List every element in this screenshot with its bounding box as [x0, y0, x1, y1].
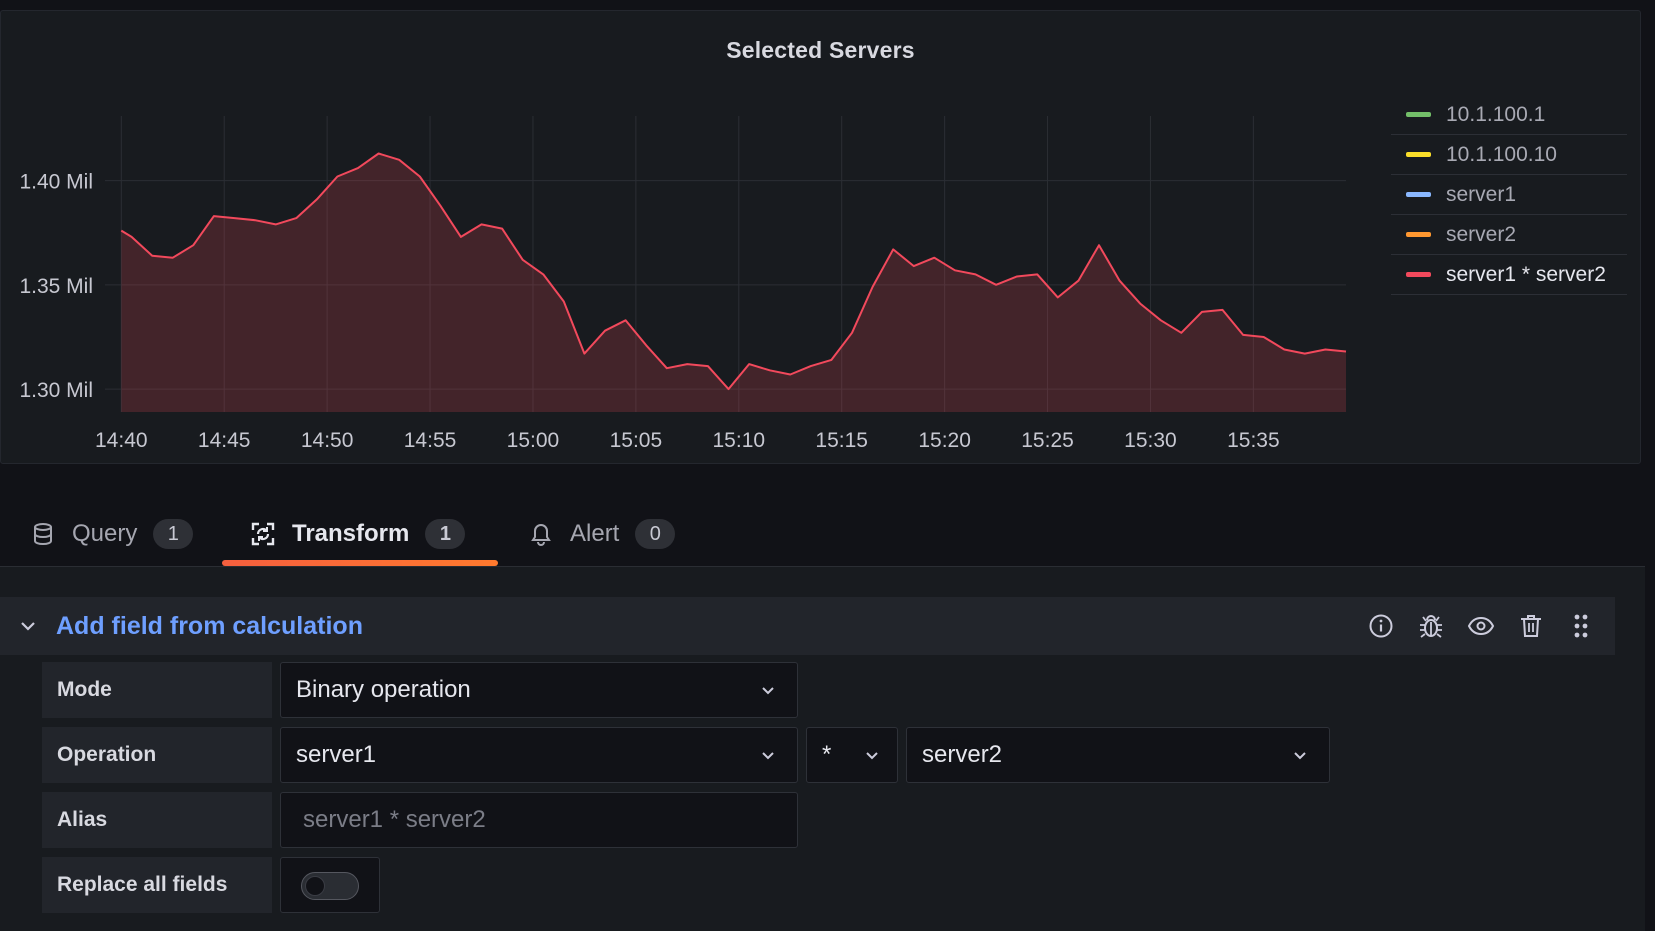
replace-all-fields-toggle[interactable]: [301, 872, 359, 900]
replace-all-fields-container: [280, 857, 380, 913]
mode-select[interactable]: Binary operation: [280, 662, 798, 718]
tab-count-badge: 1: [425, 519, 466, 549]
drag-handle-icon[interactable]: [1567, 612, 1595, 640]
x-tick-label: 14:40: [95, 429, 148, 452]
x-tick-label: 14:45: [198, 429, 251, 452]
legend-item-10-1-100-1[interactable]: 10.1.100.1: [1391, 95, 1627, 135]
chevron-down-icon: [762, 752, 774, 760]
x-tick-label: 15:15: [815, 429, 868, 452]
replace-all-fields-label: Replace all fields: [42, 857, 272, 913]
tab-label: Transform: [292, 520, 410, 547]
legend-swatch: [1406, 192, 1431, 197]
series-line: [120, 152, 1347, 391]
legend-label: server2: [1446, 222, 1517, 246]
mode-select-value: Binary operation: [296, 676, 471, 703]
tab-label: Alert: [570, 520, 620, 547]
operation-label: Operation: [42, 727, 272, 783]
legend-label: 10.1.100.1: [1446, 102, 1546, 126]
collapse-chevron-icon[interactable]: [0, 620, 56, 632]
database-icon: [30, 521, 56, 547]
legend-item-10-1-100-10[interactable]: 10.1.100.10: [1391, 135, 1627, 175]
x-tick-label: 14:55: [404, 429, 457, 452]
operator-select[interactable]: *: [806, 727, 898, 783]
legend-item-server2[interactable]: server2: [1391, 215, 1627, 255]
x-tick-label: 15:35: [1227, 429, 1280, 452]
legend-item-server1-times-server2[interactable]: server1 * server2: [1391, 255, 1627, 295]
transformation-title[interactable]: Add field from calculation: [56, 611, 363, 640]
x-tick-label: 15:00: [507, 429, 560, 452]
bug-icon[interactable]: [1417, 612, 1445, 640]
y-tick-label: 1.40 Mil: [19, 171, 93, 194]
legend-label: server1 * server2: [1446, 262, 1606, 286]
operation-left-select[interactable]: server1: [280, 727, 798, 783]
tab-query[interactable]: Query 1: [30, 500, 194, 568]
tab-transform[interactable]: Transform 1: [250, 500, 466, 568]
legend-item-server1[interactable]: server1: [1391, 175, 1627, 215]
x-tick-label: 15:20: [918, 429, 971, 452]
chevron-down-icon: [762, 687, 774, 695]
x-tick-label: 15:30: [1124, 429, 1177, 452]
chart-panel: Selected Servers 14:40 14:45 14:50 14:55 15:…: [0, 10, 1641, 464]
transformations-editor: Add field from calculation Mode Binary o…: [0, 566, 1645, 931]
mode-label: Mode: [42, 662, 272, 718]
active-tab-indicator: [222, 560, 498, 566]
panel-title[interactable]: Selected Servers: [726, 37, 915, 63]
alias-label: Alias: [42, 792, 272, 848]
legend-label: 10.1.100.10: [1446, 142, 1557, 166]
trash-icon[interactable]: [1517, 612, 1545, 640]
operator-value: *: [822, 741, 832, 768]
transformation-header[interactable]: Add field from calculation: [0, 597, 1615, 655]
series-area-fill: [121, 153, 1346, 412]
time-series-chart: 14:40 14:45 14:50 14:55 15:00 15:05 15:10 15:15…: [19, 116, 1347, 452]
editor-tabs: Query 1 Transform 1 Alert 0: [0, 500, 700, 568]
eye-icon[interactable]: [1467, 612, 1495, 640]
legend-swatch: [1406, 112, 1431, 117]
tab-count-badge: 1: [153, 519, 194, 549]
chevron-down-icon: [1294, 752, 1306, 760]
x-tick-label: 15:25: [1021, 429, 1074, 452]
info-icon[interactable]: [1367, 612, 1395, 640]
operation-right-value: server2: [922, 741, 1003, 768]
alias-input[interactable]: [280, 792, 798, 848]
legend-swatch: [1406, 232, 1431, 237]
legend-swatch: [1406, 272, 1431, 277]
bell-icon: [528, 521, 554, 547]
operation-right-select[interactable]: server2: [906, 727, 1330, 783]
legend: 10.1.100.1 10.1.100.10 server1 server2 s…: [1391, 95, 1627, 295]
x-tick-label: 15:05: [610, 429, 663, 452]
legend-label: server1: [1446, 182, 1517, 206]
y-tick-label: 1.30 Mil: [19, 379, 93, 402]
transform-icon: [250, 521, 276, 547]
transformation-actions: [1367, 597, 1595, 655]
tab-label: Query: [72, 520, 138, 547]
chevron-down-icon: [866, 752, 878, 760]
y-tick-label: 1.35 Mil: [19, 275, 93, 298]
legend-swatch: [1406, 152, 1431, 157]
toggle-knob: [305, 876, 325, 896]
operation-left-value: server1: [296, 741, 377, 768]
tab-alert[interactable]: Alert 0: [528, 500, 676, 568]
x-tick-label: 15:10: [713, 429, 766, 452]
x-tick-label: 14:50: [301, 429, 354, 452]
tab-count-badge: 0: [635, 519, 676, 549]
